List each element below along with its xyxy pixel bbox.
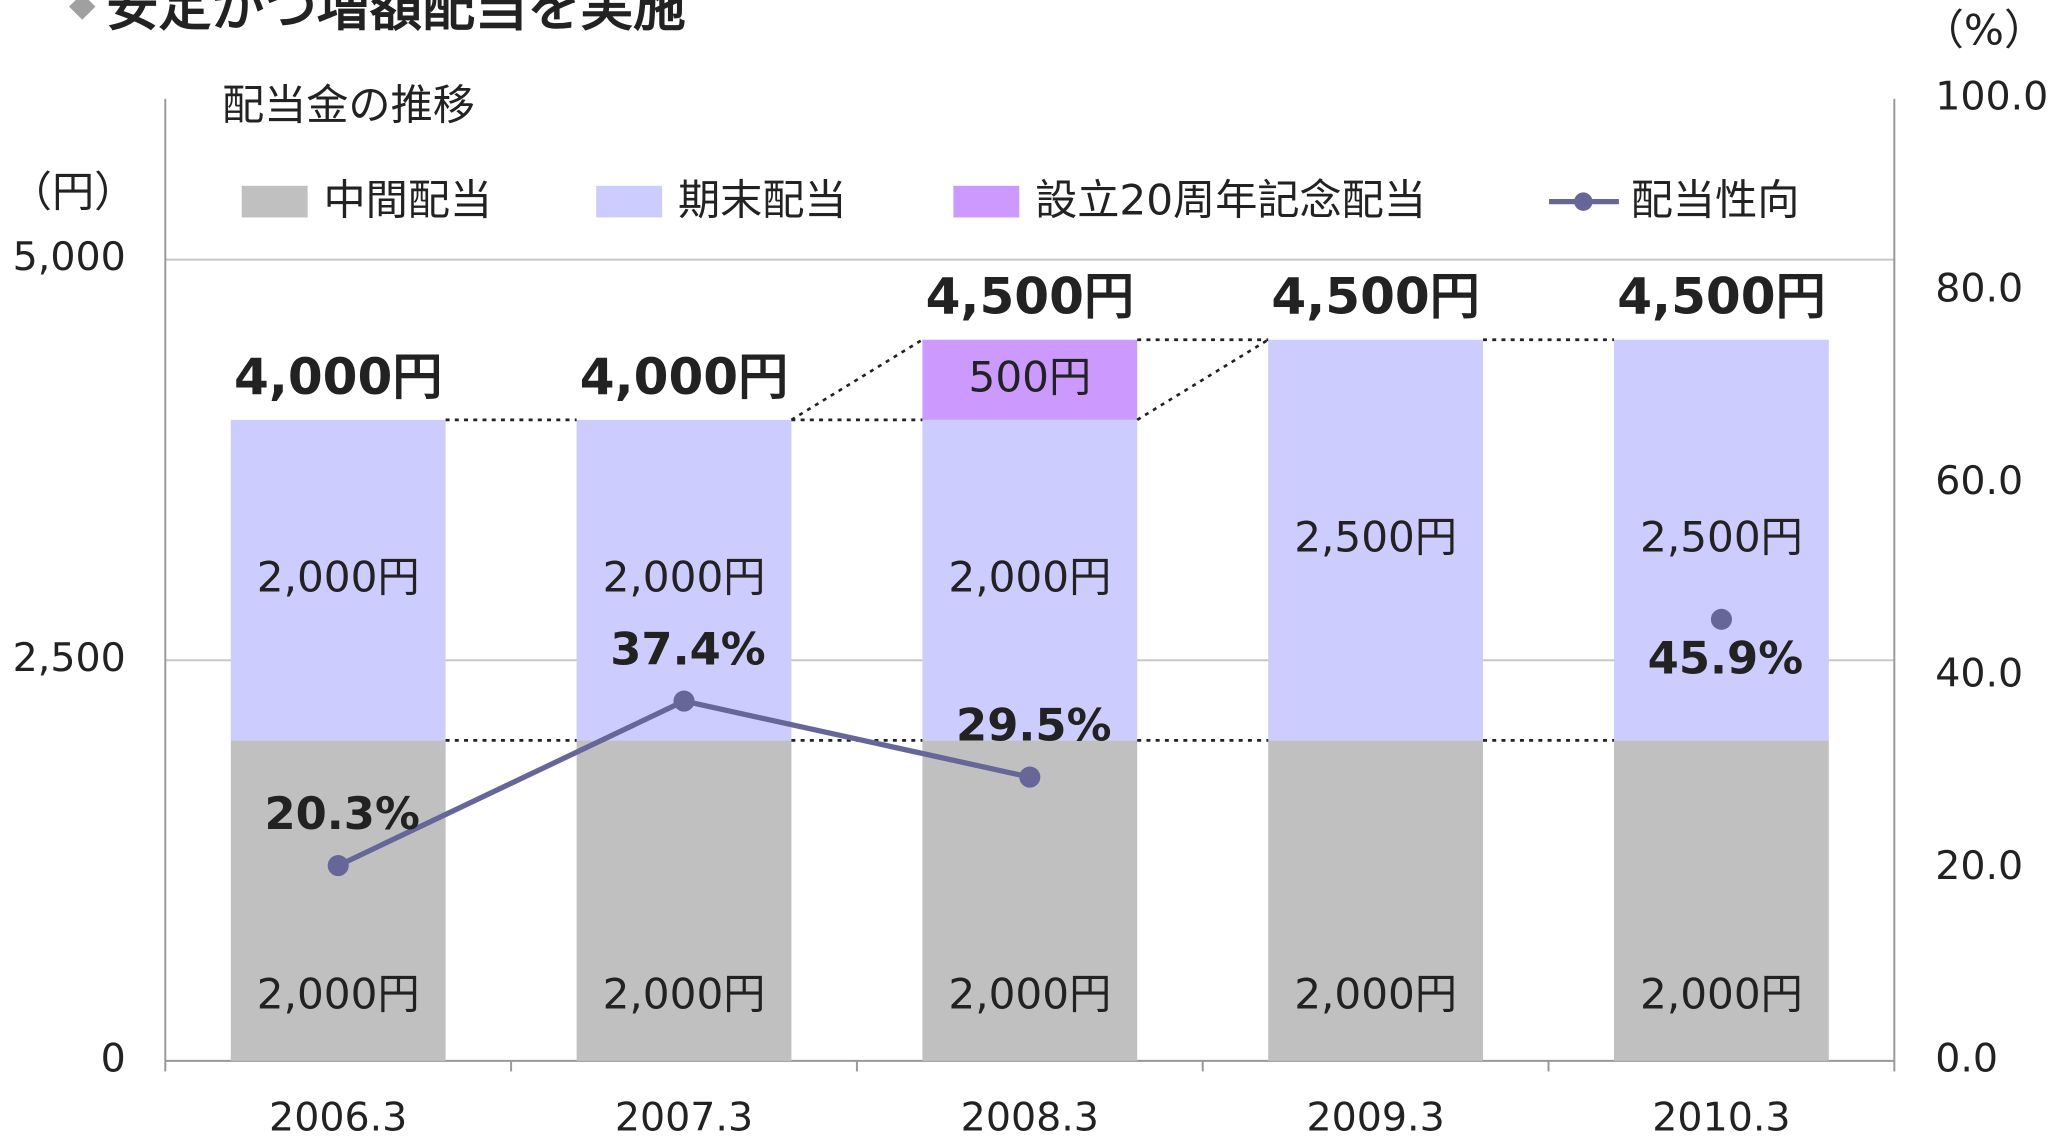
total-label: 4,000円 — [580, 348, 788, 406]
total-label: 4,500円 — [1271, 268, 1479, 326]
line-point — [673, 690, 695, 712]
bar-segment — [922, 339, 1138, 420]
line-point — [1710, 608, 1732, 630]
bar-value-label: 2,000円 — [948, 969, 1111, 1018]
line-value-label: 29.5% — [956, 698, 1111, 751]
total-label: 4,000円 — [234, 348, 442, 406]
y2-tick-label: 100.0 — [1935, 73, 2048, 119]
bar-segment — [1614, 740, 1829, 1061]
chart-subtitle: 配当金の推移 — [222, 81, 475, 130]
y-tick-label: 0 — [101, 1035, 126, 1081]
bar-segment — [230, 740, 446, 1061]
bar-value-label: 2,000円 — [1640, 969, 1803, 1018]
legend-swatch — [596, 185, 663, 218]
legend-marker — [1574, 192, 1593, 211]
y-tick-label: 2,500 — [13, 635, 126, 681]
total-label: 4,500円 — [1617, 268, 1825, 326]
y2-tick-label: 80.0 — [1935, 266, 2023, 312]
bar-value-label: 2,000円 — [948, 553, 1111, 602]
line-value-label: 20.3% — [264, 787, 419, 840]
bar-segment — [230, 419, 446, 741]
bar-segment — [1268, 339, 1484, 741]
bar-segment — [576, 419, 792, 741]
line-value-label: 37.4% — [610, 622, 765, 675]
line-point — [327, 855, 349, 877]
x-tick-label: 2009.3 — [1306, 1095, 1444, 1136]
bar-segment — [922, 419, 1138, 741]
legend-label: 配当性向 — [1631, 175, 1800, 224]
bar-value-label: 2,500円 — [1294, 513, 1457, 562]
x-tick-label: 2008.3 — [961, 1095, 1099, 1136]
bar-segment — [922, 740, 1138, 1061]
x-tick-label: 2006.3 — [269, 1095, 407, 1136]
chart-title: 安定かつ増額配当を実施 — [106, 0, 686, 38]
bar-value-label: 2,000円 — [603, 969, 766, 1018]
y2-tick-label: 40.0 — [1935, 651, 2023, 697]
legend-swatch — [241, 185, 308, 218]
total-label: 4,500円 — [926, 268, 1134, 326]
legend-swatch — [953, 185, 1020, 218]
line-value-label: 45.9% — [1648, 631, 1803, 684]
bar-value-label: 2,000円 — [257, 969, 420, 1018]
x-tick-label: 2007.3 — [615, 1095, 753, 1136]
line-point — [1019, 766, 1041, 788]
y2-axis-label: （%） — [1922, 5, 2046, 54]
x-tick-label: 2010.3 — [1652, 1095, 1790, 1136]
title-bullet — [69, 0, 96, 20]
bar-value-label: 500円 — [969, 352, 1092, 401]
connector — [1136, 338, 1269, 421]
bar-value-label: 2,500円 — [1640, 513, 1803, 562]
legend-label: 中間配当 — [323, 175, 492, 224]
bar-segment — [1268, 740, 1484, 1061]
legend-label: 設立20周年記念配当 — [1035, 175, 1426, 224]
y-tick-label: 5,000 — [13, 234, 126, 280]
bar-value-label: 2,000円 — [257, 553, 420, 602]
y-axis-label: （円） — [10, 168, 136, 217]
y2-tick-label: 60.0 — [1935, 458, 2023, 504]
y2-tick-label: 20.0 — [1935, 843, 2023, 889]
legend-label: 期末配当 — [678, 175, 847, 224]
bar-value-label: 2,000円 — [1294, 969, 1457, 1018]
bar-value-label: 2,000円 — [603, 553, 766, 602]
y2-tick-label: 0.0 — [1935, 1035, 1998, 1081]
bar-segment — [576, 740, 792, 1061]
bar-segment — [1614, 339, 1829, 741]
connector — [790, 338, 924, 421]
